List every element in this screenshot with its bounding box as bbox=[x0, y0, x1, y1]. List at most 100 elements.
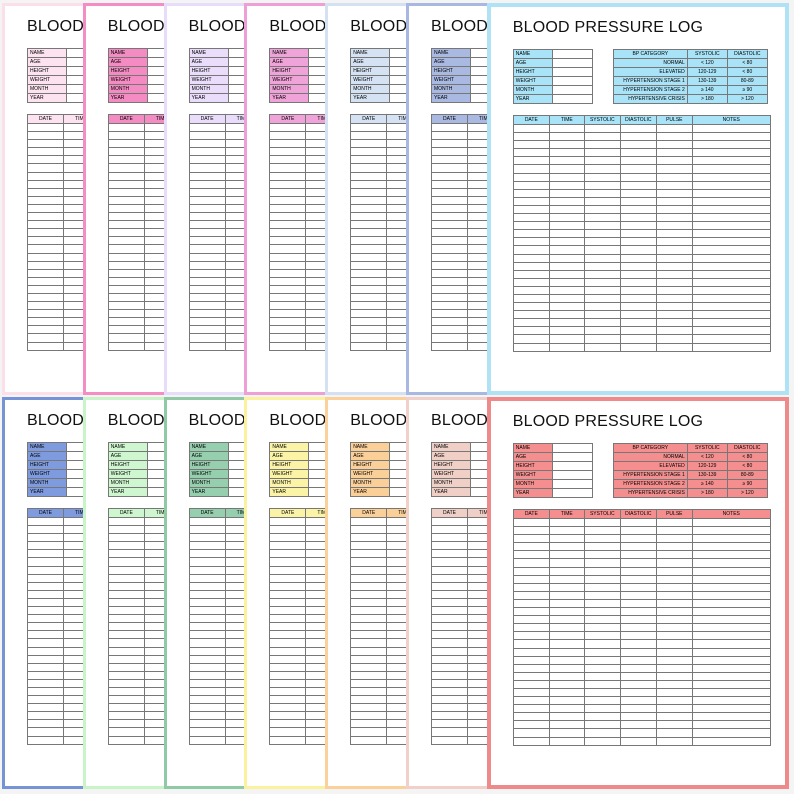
log-cell[interactable] bbox=[583, 221, 621, 231]
log-cell[interactable] bbox=[188, 686, 226, 697]
log-cell[interactable] bbox=[269, 139, 307, 149]
log-cell[interactable] bbox=[431, 589, 468, 599]
log-cell[interactable] bbox=[107, 131, 145, 141]
log-cell[interactable] bbox=[269, 695, 307, 705]
log-cell[interactable] bbox=[431, 195, 468, 205]
log-cell[interactable] bbox=[350, 606, 388, 616]
log-cell[interactable] bbox=[269, 195, 307, 205]
log-cell[interactable] bbox=[431, 284, 468, 294]
log-cell[interactable] bbox=[188, 630, 226, 640]
log-cell[interactable] bbox=[583, 671, 621, 681]
log-cell[interactable] bbox=[619, 164, 657, 174]
log-cell[interactable] bbox=[583, 245, 621, 255]
log-cell[interactable] bbox=[548, 310, 585, 320]
log-cell[interactable] bbox=[27, 276, 64, 286]
log-cell[interactable] bbox=[548, 285, 585, 295]
log-cell[interactable] bbox=[583, 623, 621, 633]
log-cell[interactable] bbox=[269, 301, 307, 311]
log-cell[interactable] bbox=[583, 302, 621, 312]
log-cell[interactable] bbox=[691, 671, 771, 681]
log-cell[interactable] bbox=[512, 213, 550, 223]
log-cell[interactable] bbox=[188, 565, 226, 575]
log-cell[interactable] bbox=[512, 172, 550, 182]
log-cell[interactable] bbox=[655, 647, 693, 657]
log-cell[interactable] bbox=[691, 237, 771, 247]
log-cell[interactable] bbox=[619, 277, 657, 287]
log-cell[interactable] bbox=[512, 318, 550, 328]
log-cell[interactable] bbox=[655, 558, 693, 568]
log-cell[interactable] bbox=[691, 631, 771, 641]
log-cell[interactable] bbox=[431, 678, 468, 688]
log-cell[interactable] bbox=[583, 269, 621, 279]
log-cell[interactable] bbox=[107, 557, 145, 567]
log-cell[interactable] bbox=[269, 711, 307, 721]
log-cell[interactable] bbox=[583, 188, 621, 198]
log-cell[interactable] bbox=[107, 670, 145, 680]
log-cell[interactable] bbox=[107, 735, 145, 745]
log-cell[interactable] bbox=[188, 638, 226, 648]
log-cell[interactable] bbox=[691, 526, 771, 536]
log-cell[interactable] bbox=[691, 196, 771, 206]
log-cell[interactable] bbox=[350, 589, 388, 599]
log-cell[interactable] bbox=[548, 188, 585, 198]
log-cell[interactable] bbox=[350, 325, 388, 335]
log-cell[interactable] bbox=[548, 140, 585, 150]
log-cell[interactable] bbox=[583, 679, 621, 689]
log-cell[interactable] bbox=[27, 244, 64, 254]
log-cell[interactable] bbox=[583, 180, 621, 190]
log-cell[interactable] bbox=[548, 671, 585, 681]
log-cell[interactable] bbox=[431, 147, 468, 157]
log-cell[interactable] bbox=[691, 123, 771, 134]
log-cell[interactable] bbox=[350, 195, 388, 205]
log-cell[interactable] bbox=[269, 341, 307, 351]
log-cell[interactable] bbox=[350, 276, 388, 286]
log-cell[interactable] bbox=[548, 728, 585, 738]
log-cell[interactable] bbox=[350, 163, 388, 173]
log-cell[interactable] bbox=[27, 220, 64, 230]
log-cell[interactable] bbox=[107, 220, 145, 230]
log-cell[interactable] bbox=[655, 310, 693, 320]
log-cell[interactable] bbox=[107, 703, 145, 713]
log-cell[interactable] bbox=[431, 581, 468, 591]
log-cell[interactable] bbox=[27, 203, 64, 214]
log-cell[interactable] bbox=[619, 728, 657, 738]
log-cell[interactable] bbox=[188, 678, 226, 688]
log-cell[interactable] bbox=[583, 123, 621, 134]
log-cell[interactable] bbox=[619, 229, 657, 239]
log-cell[interactable] bbox=[269, 719, 307, 729]
log-cell[interactable] bbox=[188, 533, 226, 543]
log-cell[interactable] bbox=[619, 655, 657, 665]
log-cell[interactable] bbox=[583, 237, 621, 247]
log-cell[interactable] bbox=[691, 253, 771, 263]
log-cell[interactable] bbox=[691, 655, 771, 665]
log-cell[interactable] bbox=[548, 598, 585, 609]
log-cell[interactable] bbox=[27, 646, 64, 656]
log-cell[interactable] bbox=[512, 253, 550, 263]
log-cell[interactable] bbox=[691, 148, 771, 158]
log-cell[interactable] bbox=[619, 156, 657, 166]
log-cell[interactable] bbox=[188, 654, 226, 664]
log-cell[interactable] bbox=[27, 727, 64, 737]
log-cell[interactable] bbox=[431, 516, 468, 527]
log-cell[interactable] bbox=[107, 654, 145, 664]
log-cell[interactable] bbox=[655, 342, 693, 352]
log-cell[interactable] bbox=[619, 148, 657, 158]
log-cell[interactable] bbox=[548, 550, 585, 560]
log-cell[interactable] bbox=[27, 228, 64, 238]
log-cell[interactable] bbox=[188, 212, 226, 222]
log-cell[interactable] bbox=[583, 293, 621, 304]
log-cell[interactable] bbox=[269, 276, 307, 286]
log-cell[interactable] bbox=[548, 237, 585, 247]
log-cell[interactable] bbox=[107, 212, 145, 222]
log-cell[interactable] bbox=[512, 245, 550, 255]
log-cell[interactable] bbox=[691, 679, 771, 689]
log-cell[interactable] bbox=[269, 525, 307, 535]
log-cell[interactable] bbox=[107, 727, 145, 737]
log-cell[interactable] bbox=[655, 712, 693, 722]
log-cell[interactable] bbox=[619, 736, 657, 746]
log-cell[interactable] bbox=[655, 598, 693, 609]
log-cell[interactable] bbox=[188, 662, 226, 672]
log-cell[interactable] bbox=[107, 581, 145, 591]
log-cell[interactable] bbox=[548, 663, 585, 673]
log-cell[interactable] bbox=[548, 196, 585, 206]
